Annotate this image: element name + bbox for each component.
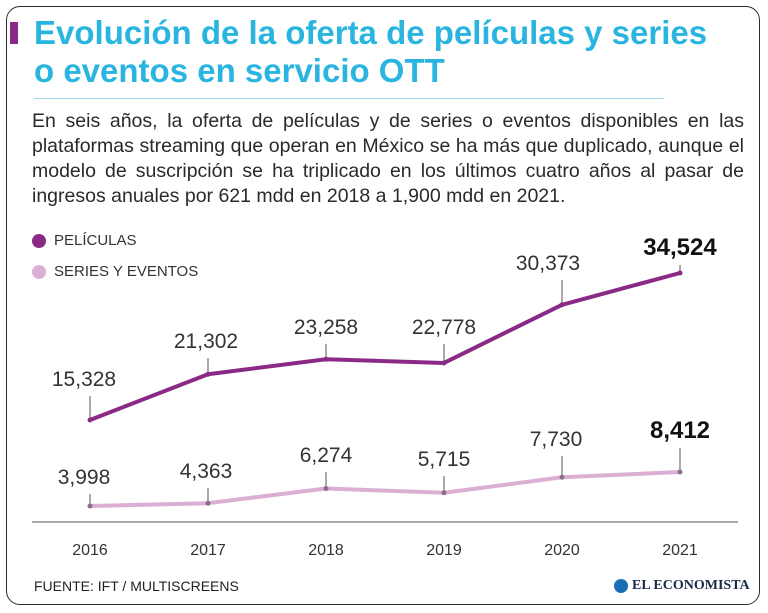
chart-description: En seis años, la oferta de películas y d… <box>32 110 744 207</box>
point-peliculas <box>205 371 211 377</box>
series-line-series <box>88 470 682 508</box>
x-tick-label: 2017 <box>190 542 226 559</box>
data-label-series: 6,274 <box>300 444 353 467</box>
data-label-series: 3,998 <box>58 466 111 489</box>
point-series <box>559 474 565 480</box>
legend-swatch-series <box>32 264 46 279</box>
x-tick-label: 2016 <box>72 542 108 559</box>
logo-icon <box>614 579 628 593</box>
point-series <box>677 469 683 475</box>
legend-swatch-peliculas <box>32 233 46 248</box>
title-accent-bar <box>10 22 18 44</box>
legend-label-peliculas: PELÍCULAS <box>54 232 137 249</box>
point-series <box>87 503 93 509</box>
chart-title: Evolución de la oferta de películas y se… <box>34 14 708 89</box>
data-label-peliculas: 22,778 <box>412 316 476 339</box>
point-peliculas <box>87 417 93 423</box>
x-tick-label: 2018 <box>308 542 344 559</box>
legend-item-peliculas: PELÍCULAS <box>32 232 137 249</box>
legend-label-series: SERIES Y EVENTOS <box>54 263 199 280</box>
data-label-peliculas: 15,328 <box>52 368 116 391</box>
source-note: FUENTE: IFT / MULTISCREENS <box>34 578 239 594</box>
data-label-peliculas: 34,524 <box>643 234 717 261</box>
legend-item-series: SERIES Y EVENTOS <box>32 263 198 280</box>
data-label-series: 7,730 <box>530 428 583 451</box>
point-series <box>323 485 329 491</box>
data-label-series: 4,363 <box>180 460 233 483</box>
point-peliculas <box>323 356 329 362</box>
x-tick-label: 2020 <box>544 542 580 559</box>
logo-text: EL ECONOMISTA <box>632 578 750 593</box>
data-label-series: 5,715 <box>418 448 471 471</box>
data-label-series: 8,412 <box>650 417 710 444</box>
data-label-peliculas: 23,258 <box>294 316 358 339</box>
x-tick-label: 2019 <box>426 542 462 559</box>
point-peliculas <box>441 360 447 366</box>
publisher-logo: EL ECONOMISTA <box>614 578 750 594</box>
point-series <box>441 490 447 496</box>
title-divider <box>34 98 664 99</box>
series-line-peliculas <box>88 271 682 422</box>
x-tick-label: 2021 <box>662 542 698 559</box>
point-peliculas <box>559 302 565 308</box>
point-peliculas <box>677 270 683 276</box>
data-label-peliculas: 30,373 <box>516 252 580 275</box>
point-series <box>205 500 211 506</box>
data-label-peliculas: 21,302 <box>174 330 238 353</box>
